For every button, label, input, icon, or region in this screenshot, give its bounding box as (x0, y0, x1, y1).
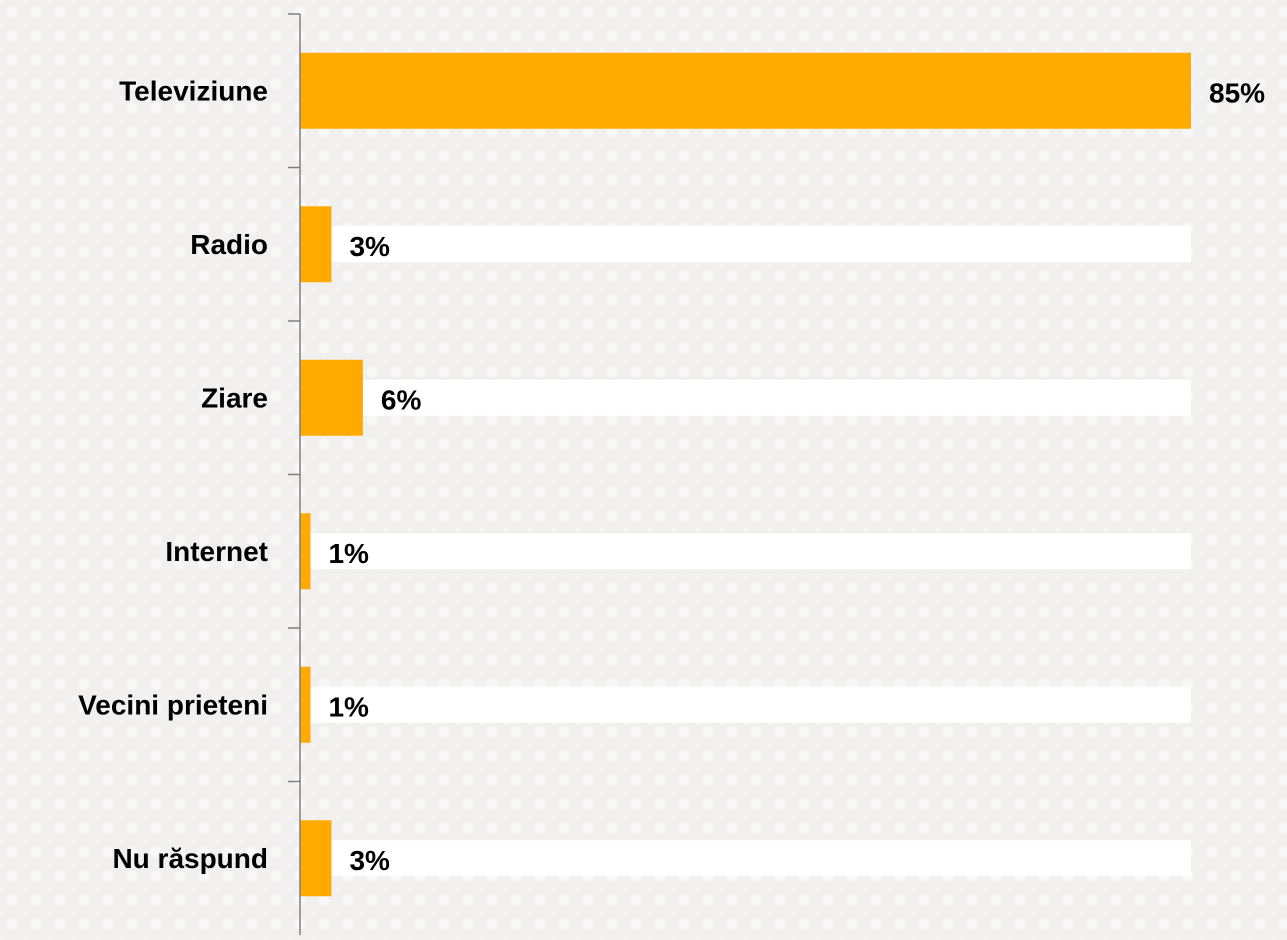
bar-televiziune (300, 52, 1191, 129)
bar-track (300, 686, 1191, 723)
value-label: 3% (349, 231, 390, 262)
bar-tracks (300, 72, 1191, 877)
bars (300, 52, 1191, 897)
category-label: Ziare (201, 382, 268, 413)
bar-ziare (300, 359, 363, 436)
bar-track (300, 533, 1191, 570)
value-label: 1% (328, 538, 369, 569)
category-labels: Televiziune Radio Ziare Internet Vecini prie… (78, 75, 268, 874)
value-label: 6% (381, 384, 422, 415)
category-label: Radio (190, 229, 268, 260)
category-label: Vecini prieteni (78, 689, 268, 720)
value-label: 1% (328, 691, 369, 722)
bar-nu-răspund (300, 820, 332, 897)
bar-radio (300, 206, 332, 283)
bar-track (300, 226, 1191, 263)
bar-track (300, 379, 1191, 416)
bar-internet (300, 513, 311, 590)
value-label: 3% (349, 845, 390, 876)
bar-vecini-prieteni (300, 666, 311, 743)
y-axis-ticks (288, 13, 300, 783)
bar-track (300, 840, 1191, 877)
value-label: 85% (1209, 77, 1265, 108)
category-label: Nu răspund (112, 843, 268, 874)
value-labels: 85% 3% 6% 1% 1% 3% (328, 77, 1265, 876)
category-label: Internet (165, 536, 268, 567)
category-label: Televiziune (119, 75, 268, 106)
